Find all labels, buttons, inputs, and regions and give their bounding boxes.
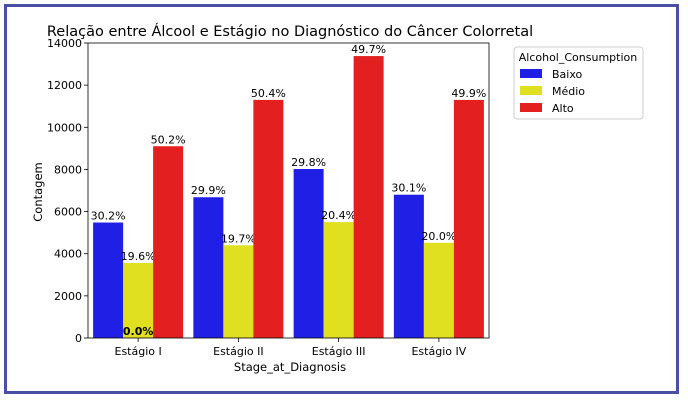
y-tick-label: 0 xyxy=(75,332,82,345)
plot-frame xyxy=(87,42,490,339)
zero-annotation: 0.0% xyxy=(123,325,154,338)
bar-value-label: 19.7% xyxy=(221,232,256,245)
bar-value-label: 49.9% xyxy=(451,87,486,100)
legend-title: Alcohol_Consumption xyxy=(519,51,637,64)
x-tick-label: Estágio II xyxy=(213,345,264,358)
y-tick-label: 12000 xyxy=(47,79,82,92)
bar-mdio-3 xyxy=(323,222,354,338)
bar-value-label: 29.9% xyxy=(191,184,226,197)
x-tick-label: Estágio IV xyxy=(411,345,466,358)
x-tick-label: Estágio III xyxy=(312,345,366,358)
legend-label-baixo: Baixo xyxy=(552,68,583,81)
bar-baixo-4 xyxy=(393,194,424,338)
bar-mdio-4 xyxy=(423,242,454,338)
y-tick-label: 10000 xyxy=(47,121,82,134)
y-tick-label: 14000 xyxy=(47,37,82,50)
bar-value-label: 30.2% xyxy=(91,210,126,223)
bar-mdio-2 xyxy=(223,245,254,338)
legend-label-alto: Alto xyxy=(552,102,574,115)
bar-mdio-1 xyxy=(123,262,154,338)
chart-title: Relação entre Álcool e Estágio no Diagnó… xyxy=(47,23,533,40)
legend: Alcohol_Consumption Baixo Médio Alto xyxy=(513,46,644,120)
bar-value-label: 19.6% xyxy=(121,250,156,263)
bar-baixo-2 xyxy=(193,197,224,338)
bar-baixo-1 xyxy=(93,222,124,338)
bar-value-label: 30.1% xyxy=(391,182,426,195)
bar-value-label: 20.4% xyxy=(321,209,356,222)
bar-value-label: 50.2% xyxy=(151,133,186,146)
y-tick-label: 2000 xyxy=(54,290,82,303)
bar-value-label: 49.7% xyxy=(351,43,386,56)
x-tick-label: Estágio I xyxy=(115,345,162,358)
legend-swatch-medio xyxy=(520,86,542,95)
bar-alto-2 xyxy=(253,99,284,339)
plot-area: 30.2% 19.6% 50.2% 29.9% 19.7% 50.4% 29.8% 20.4%… xyxy=(47,37,490,358)
bar-alto-3 xyxy=(353,56,384,339)
y-tick-label: 4000 xyxy=(54,248,82,261)
y-tick-label: 8000 xyxy=(54,163,82,176)
bar-value-label: 20.0% xyxy=(421,230,456,243)
y-tick-label: 6000 xyxy=(54,206,82,219)
legend-swatch-baixo xyxy=(520,69,542,78)
bar-baixo-3 xyxy=(293,169,324,338)
bar-value-label: 29.8% xyxy=(291,156,326,169)
legend-box xyxy=(513,46,644,120)
bar-alto-1 xyxy=(153,146,184,338)
bar-value-label: 50.4% xyxy=(251,87,286,100)
legend-swatch-alto xyxy=(520,103,542,112)
legend-label-medio: Médio xyxy=(552,85,585,98)
y-axis-label: Contagem xyxy=(31,162,45,222)
x-axis-label: Stage_at_Diagnosis xyxy=(234,360,346,374)
bar-alto-4 xyxy=(453,99,484,339)
